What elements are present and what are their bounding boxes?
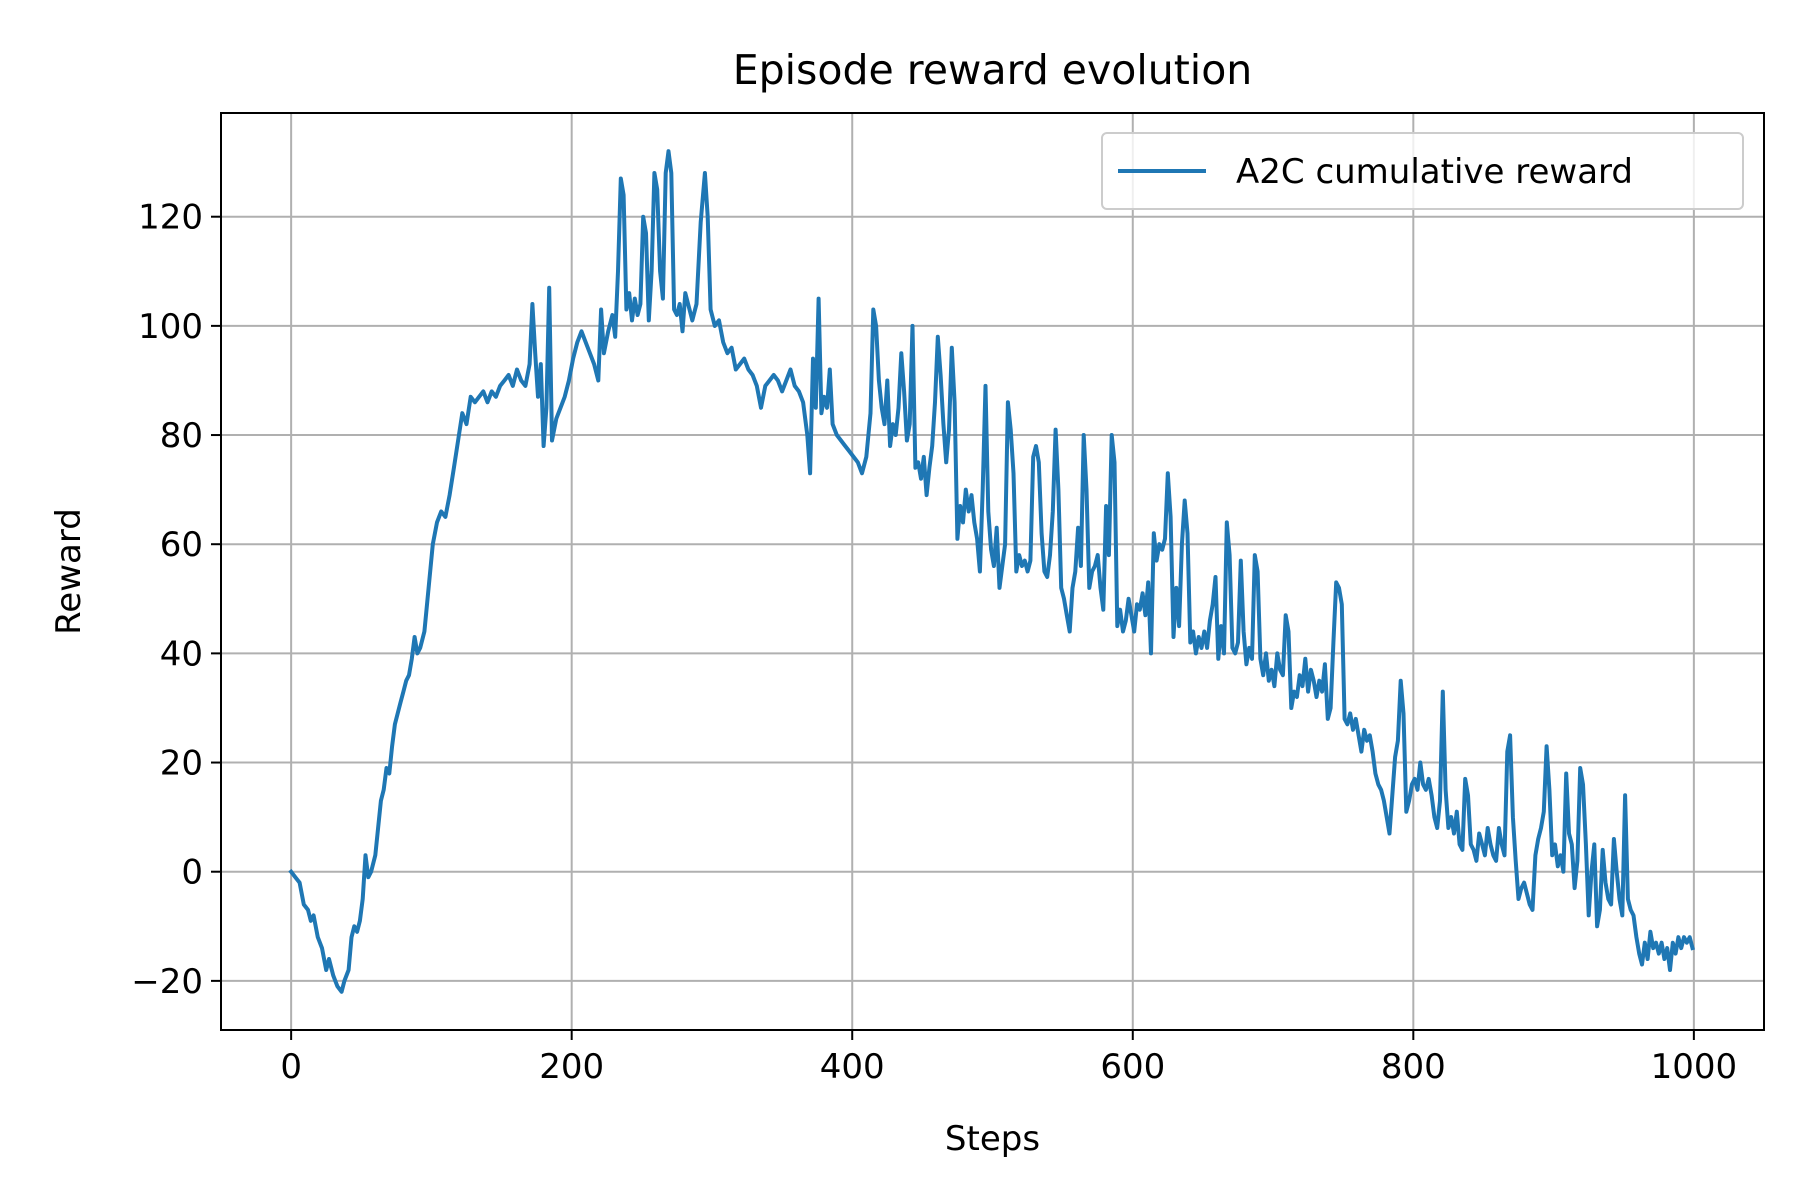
- plot-frame: [220, 112, 1765, 1031]
- legend-entry-a2c: A2C cumulative reward: [1236, 152, 1633, 192]
- y-tick-label: 0: [181, 853, 203, 893]
- legend-box: [1101, 132, 1744, 210]
- x-axis-label: Steps: [945, 1119, 1040, 1159]
- y-tick-label: 80: [160, 416, 203, 456]
- x-tick-label: 0: [280, 1047, 302, 1087]
- legend: A2C cumulative reward: [1101, 132, 1744, 210]
- x-tick-label: 400: [820, 1047, 885, 1087]
- chart-title: Episode reward evolution: [733, 46, 1253, 94]
- y-tick-label: 60: [160, 525, 203, 565]
- y-tick-label: −20: [131, 962, 203, 1002]
- y-tick-label: 100: [138, 307, 203, 347]
- series-layer: [288, 149, 1695, 994]
- x-tick-label: 1000: [1651, 1047, 1738, 1087]
- x-tick-label: 800: [1381, 1047, 1446, 1087]
- x-tick-label: 600: [1100, 1047, 1165, 1087]
- y-tick-label: 40: [160, 634, 203, 674]
- series-line-0: [288, 149, 1695, 994]
- axis-ticks: 0 200 400 600 800 1000 −20 0 20 40 60 80 100 120: [131, 198, 1737, 1087]
- x-tick-label: 200: [539, 1047, 604, 1087]
- y-axis-label: Reward: [49, 508, 89, 635]
- y-tick-label: 120: [138, 198, 203, 238]
- y-tick-label: 20: [160, 744, 203, 784]
